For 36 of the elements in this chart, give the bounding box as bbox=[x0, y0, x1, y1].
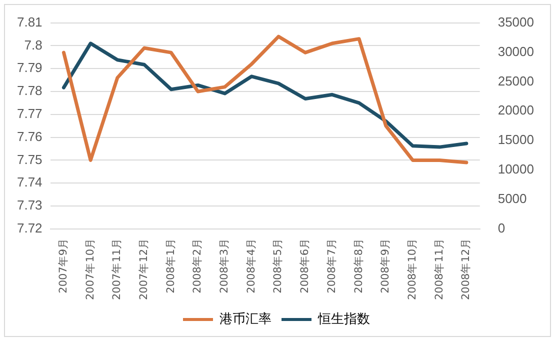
x-tick-label: 2008年6月 bbox=[299, 238, 312, 294]
y2-tick-label: 10000 bbox=[498, 162, 534, 177]
y-tick-label: 7.74 bbox=[16, 174, 42, 190]
y2-tick-label: 30000 bbox=[498, 44, 534, 59]
x-tick-label: 2007年9月 bbox=[57, 238, 70, 294]
x-tick-label: 2008年3月 bbox=[218, 238, 231, 294]
y-tick-label: 7.76 bbox=[16, 128, 42, 144]
y-tick-label: 7.8 bbox=[24, 37, 42, 52]
y-tick-label: 7.77 bbox=[16, 106, 42, 121]
y2-tick-label: 20000 bbox=[498, 102, 534, 118]
x-tick-label: 2008年12月 bbox=[460, 238, 472, 300]
y-tick-label: 7.75 bbox=[16, 152, 42, 167]
y-tick-label: 7.78 bbox=[16, 83, 42, 98]
y2-tick-label: 25000 bbox=[498, 73, 534, 88]
x-tick-label: 2008年7月 bbox=[326, 238, 338, 294]
y2-tick-label: 5000 bbox=[498, 191, 527, 206]
y-tick-label: 7.79 bbox=[16, 60, 42, 76]
x-tick-label: 2007年10月 bbox=[84, 238, 96, 300]
x-tick-label: 2008年1月 bbox=[164, 238, 177, 294]
x-tick-label: 2008年5月 bbox=[272, 238, 284, 294]
y2-tick-label: 0 bbox=[498, 220, 506, 236]
x-tick-label: 2008年9月 bbox=[380, 238, 392, 294]
legend-label: 恒生指数 bbox=[317, 312, 370, 327]
x-tick-label: 2008年4月 bbox=[245, 238, 258, 294]
x-tick-label: 2008年10月 bbox=[406, 238, 418, 300]
y-tick-label: 7.81 bbox=[16, 14, 42, 30]
y-tick-label: 7.73 bbox=[16, 198, 42, 213]
x-tick-label: 2008年11月 bbox=[433, 238, 446, 300]
x-tick-label: 2008年8月 bbox=[352, 238, 365, 294]
legend-label: 港币汇率 bbox=[220, 310, 272, 327]
y-tick-label: 7.72 bbox=[16, 220, 42, 236]
x-tick-label: 2008年2月 bbox=[192, 238, 204, 294]
y2-tick-label: 35000 bbox=[498, 14, 534, 30]
y2-tick-label: 15000 bbox=[498, 132, 534, 148]
x-tick-label: 2007年11月 bbox=[111, 238, 124, 300]
x-tick-label: 2007年12月 bbox=[138, 238, 150, 300]
